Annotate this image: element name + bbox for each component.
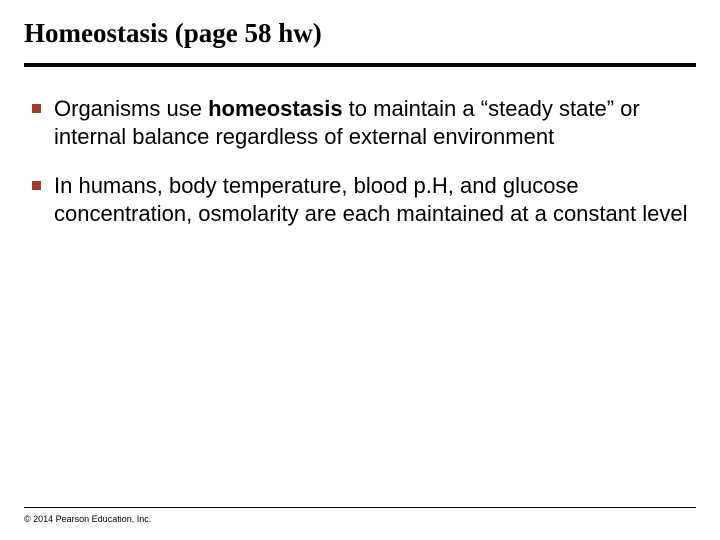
slide-title: Homeostasis (page 58 hw): [24, 18, 696, 49]
copyright-text: © 2014 Pearson Education, Inc.: [24, 514, 696, 524]
square-bullet-icon: [32, 181, 41, 190]
list-item: Organisms use homeostasis to maintain a …: [24, 95, 696, 150]
bullet-text-bold: homeostasis: [208, 96, 343, 121]
bullet-list: Organisms use homeostasis to maintain a …: [24, 95, 696, 227]
bullet-text-pre: In humans, body temperature, blood p.H, …: [54, 173, 687, 226]
footer-divider: [24, 507, 696, 508]
square-bullet-icon: [32, 104, 41, 113]
slide: Homeostasis (page 58 hw) Organisms use h…: [0, 0, 720, 540]
bullet-text-pre: Organisms use: [54, 96, 208, 121]
footer: © 2014 Pearson Education, Inc.: [24, 507, 696, 524]
title-divider: [24, 63, 696, 67]
list-item: In humans, body temperature, blood p.H, …: [24, 172, 696, 227]
